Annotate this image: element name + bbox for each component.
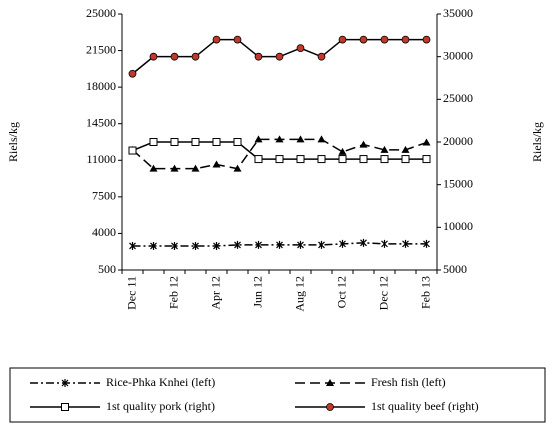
marker (254, 135, 263, 143)
marker (234, 240, 241, 249)
marker (170, 138, 179, 146)
y-tick-label: 500 (98, 262, 116, 276)
legend-label: 1st quality pork (right) (106, 399, 215, 413)
marker (317, 155, 326, 164)
marker (192, 241, 199, 250)
marker (276, 240, 283, 249)
marker (191, 52, 200, 61)
y-axis-label: Riels/kg (6, 122, 20, 162)
marker (61, 379, 69, 387)
y-tick-label: 14500 (86, 115, 116, 129)
marker (296, 44, 305, 53)
marker (296, 135, 305, 143)
marker (338, 155, 347, 164)
marker (191, 138, 200, 146)
y2-tick-label: 20000 (443, 134, 473, 148)
x-tick-label: Feb 12 (166, 276, 180, 309)
x-tick-label: Jun 12 (250, 276, 264, 308)
marker (317, 52, 326, 61)
marker (150, 241, 157, 250)
marker (171, 241, 178, 250)
legend-label: Fresh fish (left) (371, 375, 446, 389)
marker (338, 35, 347, 44)
marker (233, 35, 242, 44)
marker (401, 35, 410, 44)
y-tick-label: 7500 (92, 189, 116, 203)
y-tick-label: 21500 (86, 42, 116, 56)
marker (128, 146, 137, 155)
marker (317, 135, 326, 143)
y2-tick-label: 5000 (443, 262, 467, 276)
marker (128, 69, 137, 78)
marker (212, 138, 221, 146)
marker (170, 164, 179, 172)
marker (359, 140, 368, 148)
marker (275, 52, 284, 61)
y2-tick-label: 10000 (443, 219, 473, 233)
marker (191, 164, 200, 172)
marker (170, 52, 179, 61)
marker (212, 35, 221, 44)
x-tick-label: Oct 12 (334, 276, 348, 308)
x-tick-label: Dec 12 (376, 276, 390, 310)
marker (338, 147, 347, 155)
x-tick-label: Dec 11 (124, 276, 138, 310)
marker (381, 239, 388, 248)
y2-tick-label: 15000 (443, 176, 473, 190)
marker (380, 145, 389, 153)
marker (359, 155, 368, 164)
marker (275, 155, 284, 164)
marker (254, 52, 263, 61)
marker (401, 145, 410, 153)
marker (212, 160, 221, 168)
marker (233, 138, 242, 146)
marker (318, 240, 325, 249)
marker (297, 240, 304, 249)
marker (380, 35, 389, 44)
marker (149, 52, 158, 61)
marker (149, 164, 158, 172)
marker (422, 155, 431, 164)
legend-label: 1st quality beef (right) (371, 399, 479, 413)
y2-tick-label: 30000 (443, 48, 473, 62)
marker (401, 155, 410, 164)
x-tick-label: Feb 13 (418, 276, 432, 309)
marker (339, 239, 346, 248)
marker (422, 35, 431, 44)
marker (149, 138, 158, 146)
y2-tick-label: 25000 (443, 91, 473, 105)
marker (275, 135, 284, 143)
marker (61, 403, 69, 411)
marker (255, 240, 262, 249)
y-tick-label: 11000 (86, 152, 116, 166)
y-tick-label: 25000 (86, 6, 116, 20)
marker (326, 403, 334, 411)
marker (380, 155, 389, 164)
marker (254, 155, 263, 164)
marker (423, 239, 430, 248)
marker (213, 241, 220, 250)
marker (402, 239, 409, 248)
x-tick-label: Apr 12 (208, 276, 222, 310)
marker (129, 241, 136, 250)
y2-axis-label: Riels/kg (530, 122, 544, 162)
y2-tick-label: 35000 (443, 6, 473, 20)
x-tick-label: Aug 12 (292, 276, 306, 312)
y-tick-label: 4000 (92, 225, 116, 239)
marker (360, 238, 367, 247)
marker (233, 164, 242, 172)
marker (326, 379, 334, 386)
y-tick-label: 18000 (86, 79, 116, 93)
marker (422, 138, 431, 146)
legend-box (9, 367, 546, 423)
legend-label: Rice-Phka Knhei (left) (106, 375, 215, 389)
marker (359, 35, 368, 44)
marker (296, 155, 305, 164)
